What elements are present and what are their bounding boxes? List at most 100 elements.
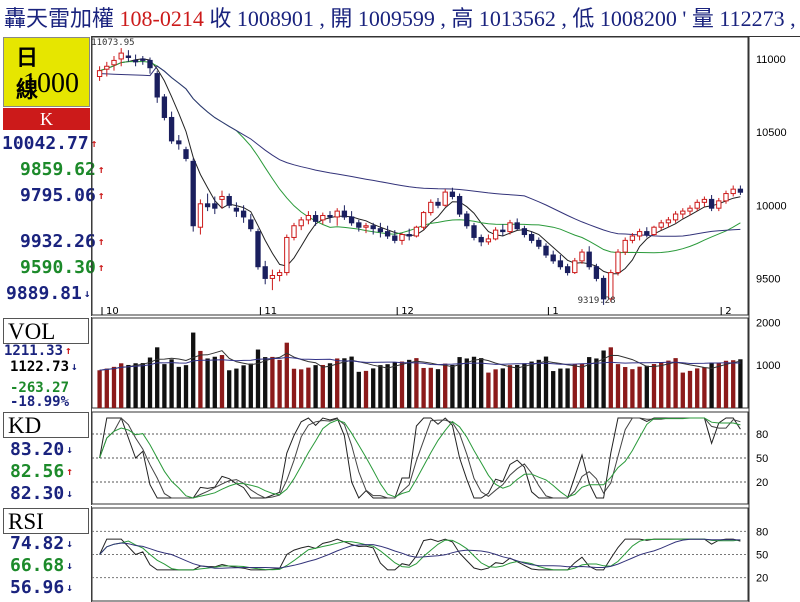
- candle: [96, 70, 103, 78]
- candle: [629, 235, 636, 241]
- candle: [240, 210, 247, 218]
- candle: [118, 52, 124, 60]
- volume-bar: [428, 367, 433, 408]
- vol-ma20: [99, 356, 741, 371]
- candle: [384, 231, 391, 237]
- volume-bar: [277, 359, 282, 408]
- price-tick: 10000: [756, 200, 787, 212]
- period-selector[interactable]: 日 線 .1000: [3, 37, 90, 107]
- kd-panel: [92, 417, 748, 499]
- down-arrow-icon: ↓: [83, 287, 91, 300]
- candle: [327, 215, 333, 218]
- candle: [125, 55, 132, 58]
- period-scale: .1000: [16, 68, 79, 99]
- volume-bar: [486, 372, 491, 408]
- candle: [644, 231, 650, 236]
- volume-bar: [623, 367, 628, 408]
- volume-bar: [97, 370, 102, 408]
- candle: [284, 236, 290, 274]
- volume-value: 112273: [719, 6, 784, 31]
- candle: [708, 198, 715, 209]
- volume-bar: [191, 332, 196, 408]
- rsi-tag: RSI: [3, 508, 89, 534]
- k-value-3: 9795.06 ↑: [20, 185, 105, 206]
- kd-value-1: 83.20 ↓: [10, 439, 73, 460]
- volume-bar: [709, 362, 714, 408]
- volume-bar: [493, 369, 498, 408]
- candle: [694, 201, 700, 209]
- candle: [269, 274, 276, 279]
- high-value: 1013562: [479, 6, 556, 31]
- volume-bar: [399, 361, 405, 408]
- candle: [420, 212, 427, 228]
- up-arrow-icon: ↑: [97, 235, 105, 248]
- candle: [701, 198, 708, 203]
- volume-bar: [507, 365, 513, 408]
- y-axis-labels: 11000 10500 10000 9500 2000 1000 80 50 20 80 50 20: [756, 54, 787, 585]
- kd-tick: 80: [756, 429, 768, 441]
- volume-panel: [97, 332, 743, 408]
- candle: [248, 219, 254, 230]
- volume-bar: [450, 364, 455, 408]
- candle: [161, 96, 168, 118]
- volume-bar: [673, 358, 678, 408]
- candle: [680, 210, 686, 215]
- low-label: 低: [572, 6, 594, 31]
- volume-bar: [306, 367, 311, 408]
- j-line: [99, 417, 741, 499]
- volume-bar: [392, 362, 397, 408]
- candle: [471, 225, 477, 238]
- candle: [132, 59, 139, 63]
- quote-date: 108-0214: [120, 6, 204, 31]
- volume-bar: [738, 359, 743, 408]
- down-arrow-icon: ↓: [66, 581, 73, 594]
- volume-bar: [270, 356, 275, 408]
- volume-bar: [335, 358, 340, 408]
- price-sidebar: 日 線 .1000 K 10042.77 ↑ 9859.62 ↑ 9795.06 ↑ …: [0, 36, 105, 316]
- candle: [363, 225, 369, 228]
- volume-bar: [723, 360, 729, 408]
- candle: [579, 251, 585, 262]
- volume-bar: [666, 360, 671, 408]
- candle: [557, 260, 564, 268]
- vol-tag: VOL: [3, 318, 89, 344]
- low-value: 1008200: [600, 6, 677, 31]
- candle: [600, 277, 607, 300]
- candle: [428, 201, 434, 214]
- down-arrow-icon: ↓: [66, 559, 73, 572]
- candle: [608, 272, 614, 300]
- vol-value-1: 1211.33 ↑: [4, 343, 72, 359]
- volume-bar: [644, 365, 649, 408]
- candle: [168, 116, 175, 142]
- candle: [442, 191, 448, 206]
- month-label: 10: [106, 306, 119, 317]
- volume-bar: [587, 357, 592, 408]
- candle: [348, 216, 355, 224]
- volume-bar: [378, 365, 383, 408]
- vol-value-2: 1122.73 ↓: [10, 359, 78, 375]
- volume-bar: [212, 356, 217, 408]
- volume-bar: [219, 355, 225, 408]
- volume-bar: [147, 357, 153, 408]
- up-arrow-icon: ↑: [66, 465, 73, 478]
- ma60-line: [99, 65, 741, 237]
- candle: [406, 234, 412, 237]
- candle: [730, 188, 736, 195]
- candle: [593, 266, 600, 279]
- volume-bar: [637, 366, 642, 408]
- volume-bar: [299, 369, 304, 408]
- candle: [154, 73, 160, 98]
- candle: [183, 149, 189, 159]
- volume-bar: [241, 365, 246, 408]
- candle: [370, 225, 376, 230]
- k-value-6: 9889.81 ↓: [6, 283, 91, 304]
- candle: [572, 260, 578, 274]
- down-arrow-icon: ↓: [71, 360, 78, 373]
- volume-sidebar: VOL 1211.33 ↑ 1122.73 ↓ -263.27 -18.99%: [0, 317, 92, 410]
- rsi-tick: 20: [756, 573, 768, 585]
- ma5-line: [99, 58, 741, 275]
- index-name: 轟天雷加權: [4, 6, 114, 31]
- candle: [276, 272, 283, 276]
- rsi-tick: 80: [756, 526, 768, 538]
